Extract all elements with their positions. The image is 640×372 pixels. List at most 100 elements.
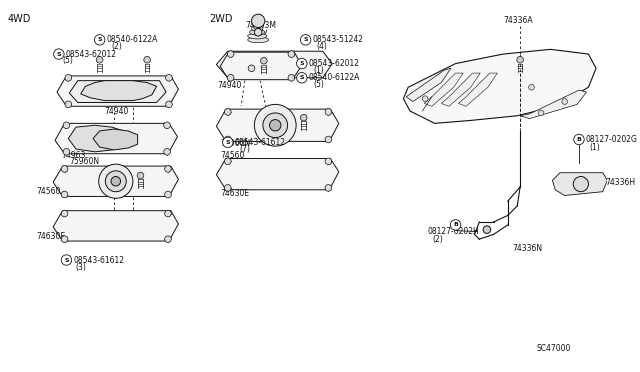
Text: 08127-0202H: 08127-0202H [427,227,479,236]
Circle shape [164,191,172,198]
Text: S: S [300,75,304,80]
Polygon shape [216,158,339,190]
Circle shape [325,185,332,191]
Circle shape [225,185,231,191]
Text: 74336H: 74336H [605,178,636,187]
Circle shape [61,166,68,172]
Polygon shape [57,76,179,106]
Polygon shape [69,81,166,102]
Circle shape [325,136,332,143]
Circle shape [483,226,491,234]
Text: S: S [64,257,68,263]
Circle shape [538,110,544,116]
Circle shape [300,114,307,121]
Ellipse shape [248,33,267,39]
Text: 08543-62012: 08543-62012 [65,49,116,58]
Circle shape [325,158,332,165]
Circle shape [166,101,172,108]
Text: (3): (3) [75,263,86,272]
Polygon shape [53,211,179,241]
Text: B: B [577,137,581,142]
Circle shape [227,74,234,81]
Text: 75960N: 75960N [69,157,99,166]
Text: 08543-61612: 08543-61612 [73,256,124,264]
Circle shape [516,57,524,63]
Text: 74963M: 74963M [245,21,276,30]
Ellipse shape [250,29,265,35]
Circle shape [225,136,231,143]
Circle shape [269,119,281,131]
Circle shape [97,57,103,63]
Polygon shape [93,129,138,150]
Polygon shape [55,124,177,154]
Circle shape [296,73,307,83]
Text: S: S [303,37,308,42]
Circle shape [61,236,68,243]
Ellipse shape [252,26,263,31]
Polygon shape [552,173,607,196]
Text: 4WD: 4WD [8,14,31,24]
Text: B: B [453,222,458,227]
Circle shape [61,210,68,217]
Circle shape [61,255,72,265]
Circle shape [252,14,265,28]
Text: 08543-62012: 08543-62012 [308,59,360,68]
Text: 74630E: 74630E [220,189,250,198]
Text: 74336N: 74336N [513,244,543,253]
Circle shape [325,109,332,115]
Text: 74336A: 74336A [503,16,532,25]
Circle shape [225,109,231,115]
Circle shape [99,164,133,198]
Polygon shape [53,166,179,196]
Circle shape [300,35,311,45]
Text: 74940: 74940 [218,81,242,90]
Text: 08543-61612: 08543-61612 [234,138,285,147]
Text: (7): (7) [239,145,250,154]
Text: S: S [300,61,304,66]
Text: 75960N: 75960N [220,139,250,148]
Text: 74560: 74560 [36,187,60,196]
Text: (2): (2) [111,42,122,51]
Circle shape [223,137,233,148]
Ellipse shape [253,24,261,29]
Polygon shape [458,73,497,106]
Circle shape [254,105,296,146]
Text: 2WD: 2WD [209,14,232,24]
Circle shape [296,58,307,69]
Circle shape [288,51,294,57]
Circle shape [61,191,68,198]
Text: (1): (1) [313,66,324,75]
Circle shape [225,158,231,165]
Circle shape [573,176,588,192]
Circle shape [111,176,120,186]
Circle shape [260,57,267,64]
Circle shape [254,28,262,36]
Circle shape [164,210,172,217]
Circle shape [573,134,584,145]
Circle shape [164,166,172,172]
Text: (5): (5) [63,56,74,65]
Text: S: S [97,37,102,42]
Text: (2): (2) [433,235,444,244]
Circle shape [164,122,170,129]
Circle shape [484,226,490,233]
Ellipse shape [248,37,269,43]
Circle shape [65,74,72,81]
Polygon shape [406,68,451,102]
Circle shape [248,65,255,72]
Circle shape [451,220,461,230]
Text: 08127-0202G: 08127-0202G [586,135,637,144]
Circle shape [263,113,287,138]
Circle shape [562,99,568,105]
Circle shape [422,96,428,102]
Text: (5): (5) [313,80,324,89]
Text: (1): (1) [589,142,600,151]
Polygon shape [81,81,157,100]
Text: (4): (4) [316,42,327,51]
Text: 08540-6122A: 08540-6122A [106,35,157,44]
Text: S: S [225,140,230,145]
Text: 74560: 74560 [220,151,244,160]
Text: 08540-6122A: 08540-6122A [308,73,360,82]
Polygon shape [424,73,463,106]
Polygon shape [220,52,302,80]
